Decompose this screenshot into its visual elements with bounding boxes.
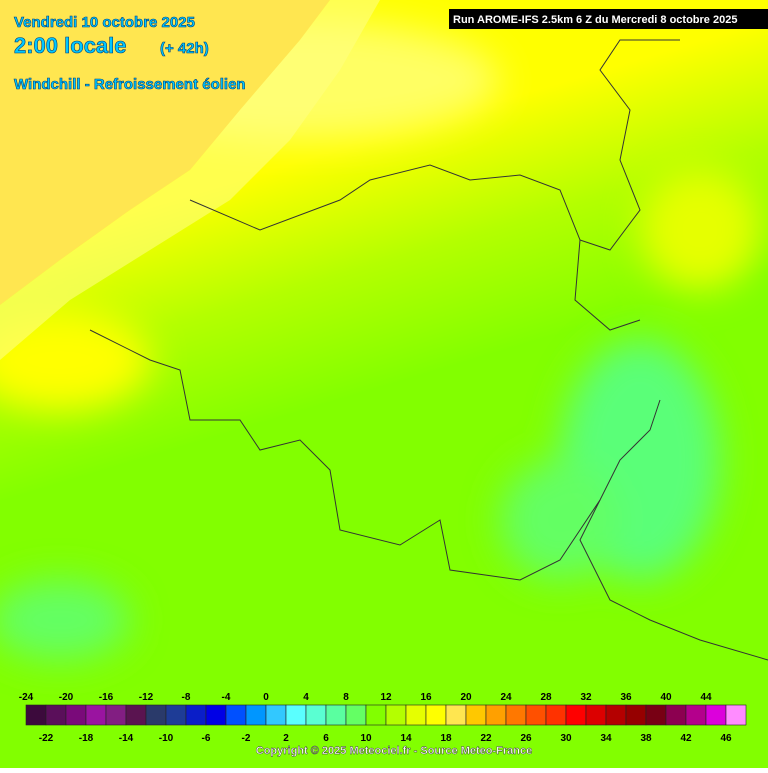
scale-swatch <box>665 704 687 726</box>
scale-label: -2 <box>242 733 251 744</box>
time: 2:00 locale <box>14 33 127 58</box>
run-banner <box>449 9 768 29</box>
copyright: Copyright © 2025 Meteociel.fr - Source M… <box>256 745 532 757</box>
scale-label: 42 <box>680 733 692 744</box>
scale-swatch <box>125 704 147 726</box>
scale-label: -18 <box>79 733 94 744</box>
color-scale: -24-22-20-18-16-14-12-10-8-6-4-202468101… <box>19 692 747 744</box>
header: Vendredi 10 octobre 2025 2:00 locale (+ … <box>14 14 246 94</box>
scale-swatch <box>585 704 607 726</box>
scale-label: 28 <box>540 692 552 703</box>
scale-swatch <box>145 704 167 726</box>
scale-label: -24 <box>19 692 34 703</box>
scale-label: 34 <box>600 733 612 744</box>
scale-swatch <box>305 704 327 726</box>
scale-label: -12 <box>139 692 154 703</box>
scale-label: 12 <box>380 692 392 703</box>
scale-swatch <box>625 704 647 726</box>
scale-label: -6 <box>202 733 211 744</box>
run-info: Run AROME-IFS 2.5km 6 Z du Mercredi 8 oc… <box>453 14 737 26</box>
scale-swatch <box>345 704 367 726</box>
scale-label: 38 <box>640 733 652 744</box>
scale-label: 0 <box>263 692 269 703</box>
scale-label: 8 <box>343 692 349 703</box>
sea <box>0 0 330 305</box>
scale-swatch <box>205 704 227 726</box>
scale-label: 16 <box>420 692 432 703</box>
scale-label: 36 <box>620 692 632 703</box>
scale-swatch <box>425 704 447 726</box>
scale-label: 10 <box>360 733 372 744</box>
scale-swatch <box>105 704 127 726</box>
variable: Windchill - Refroissement éolien <box>14 76 246 93</box>
scale-label: 32 <box>580 692 592 703</box>
scale-swatch <box>485 704 507 726</box>
borders <box>89 39 768 661</box>
scale-label: -20 <box>59 692 74 703</box>
scale-swatch <box>65 704 87 726</box>
scale-swatch <box>445 704 467 726</box>
scale-label: 6 <box>323 733 329 744</box>
scale-label: 26 <box>520 733 532 744</box>
scale-label: 4 <box>303 692 309 703</box>
scale-swatch <box>185 704 207 726</box>
scale-swatch <box>565 704 587 726</box>
scale-label: 18 <box>440 733 452 744</box>
scale-label: 44 <box>700 692 712 703</box>
scale-swatch <box>265 704 287 726</box>
scale-swatch <box>225 704 247 726</box>
scale-label: 24 <box>500 692 512 703</box>
scale-swatch <box>645 704 667 726</box>
scale-label: -14 <box>119 733 134 744</box>
scale-swatch <box>405 704 427 726</box>
scale-label: -22 <box>39 733 54 744</box>
scale-label: 22 <box>480 733 492 744</box>
scale-label: 46 <box>720 733 732 744</box>
scale-swatch <box>365 704 387 726</box>
scale-swatch <box>545 704 567 726</box>
scale-swatch <box>165 704 187 726</box>
scale-swatch <box>505 704 527 726</box>
scale-label: 30 <box>560 733 572 744</box>
scale-swatch <box>245 704 267 726</box>
scale-swatch <box>465 704 487 726</box>
scale-swatch <box>85 704 107 726</box>
coast-band <box>0 0 380 360</box>
scale-label: 20 <box>460 692 472 703</box>
scale-label: -8 <box>182 692 191 703</box>
scale-swatch <box>25 704 47 726</box>
scale-label: 2 <box>283 733 289 744</box>
scale-label: 14 <box>400 733 412 744</box>
date: Vendredi 10 octobre 2025 <box>14 14 195 31</box>
scale-swatch <box>705 704 727 726</box>
scale-label: 40 <box>660 692 672 703</box>
offset: (+ 42h) <box>160 40 209 57</box>
scale-swatch <box>685 704 707 726</box>
scale-swatch <box>45 704 67 726</box>
scale-swatch <box>525 704 547 726</box>
scale-label: -4 <box>222 692 231 703</box>
scale-swatch <box>725 704 747 726</box>
scale-label: -10 <box>159 733 174 744</box>
scale-swatch <box>285 704 307 726</box>
scale-swatch <box>385 704 407 726</box>
scale-swatch <box>325 704 347 726</box>
scale-label: -16 <box>99 692 114 703</box>
scale-swatch <box>605 704 627 726</box>
